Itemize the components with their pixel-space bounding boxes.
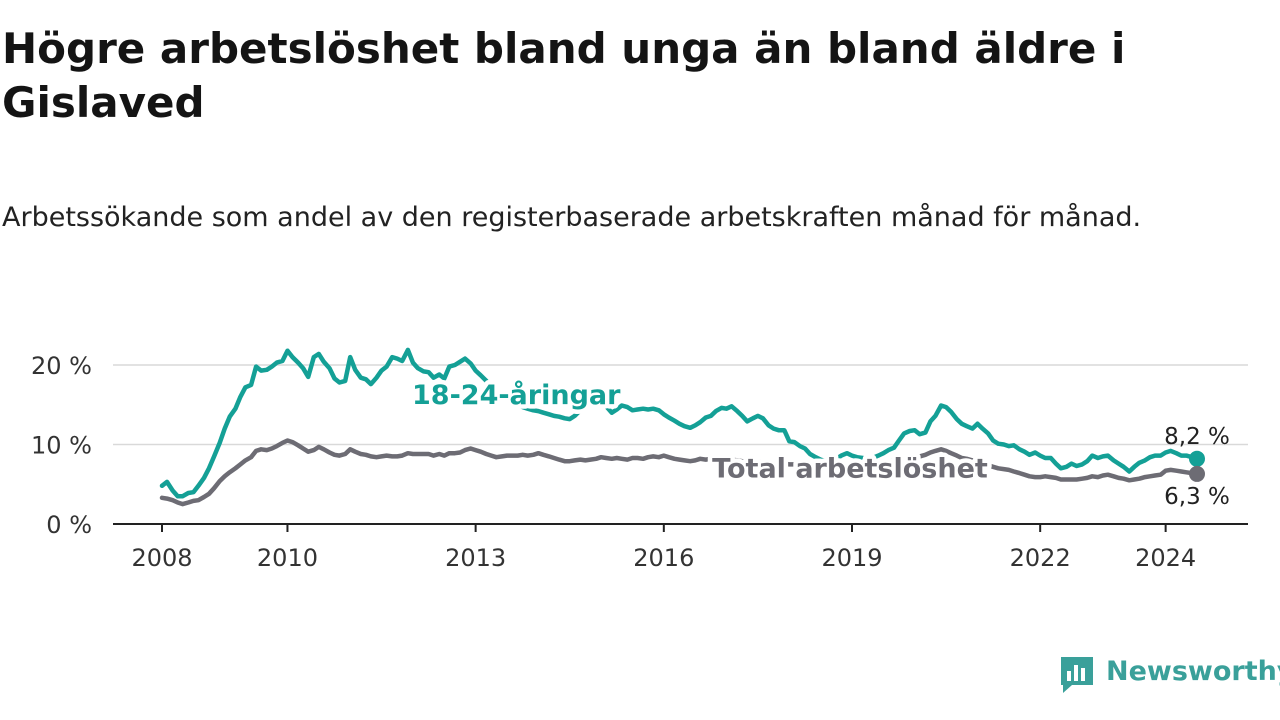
newsworthy-chart-icon (1061, 657, 1093, 693)
end-point-youth (1189, 450, 1205, 467)
y-axis-tick-labels: 0 % 10 % 20 % (31, 352, 92, 539)
y-tick-label: 10 % (31, 432, 92, 460)
x-tick-label: 2013 (445, 544, 506, 572)
x-tick-label: 2008 (131, 544, 192, 572)
end-label-total: 6,3 % (1164, 484, 1230, 510)
series-lines (159, 347, 1205, 507)
line-chart: 0 % 10 % 20 % 2008 2010 2013 2016 2019 2022 2024… (31, 347, 1248, 572)
x-tick-label: 2024 (1135, 544, 1196, 572)
series-label-total: Total arbetslöshet (712, 453, 988, 484)
end-label-youth: 8,2 % (1164, 424, 1230, 450)
x-axis (113, 523, 1248, 532)
chart-title: Högre arbetslöshet bland unga än bland ä… (2, 24, 1126, 127)
y-tick-label: 0 % (46, 511, 92, 539)
x-tick-label: 2019 (821, 544, 882, 572)
gridlines (113, 364, 1248, 446)
x-tick-label: 2010 (257, 544, 318, 572)
x-tick-label: 2022 (1010, 544, 1071, 572)
series-label-youth: 18-24-åringar (412, 379, 621, 411)
x-axis-tick-labels: 2008 2010 2013 2016 2019 2022 2024 (131, 544, 1196, 572)
series-line-total (159, 438, 1200, 507)
x-tick-label: 2016 (633, 544, 694, 572)
series-line-youth (159, 347, 1200, 499)
logo-text: Newsworthy (1106, 656, 1280, 687)
chart-subtitle: Arbetssökande som andel av den registerb… (2, 202, 1142, 233)
newsworthy-logo: Newsworthy (1058, 654, 1280, 698)
y-tick-label: 20 % (31, 352, 92, 380)
end-point-total (1189, 465, 1205, 482)
series-labels: 8,2 % 6,3 % 18-24-åringar Total arbetslöshe… (408, 375, 1230, 510)
